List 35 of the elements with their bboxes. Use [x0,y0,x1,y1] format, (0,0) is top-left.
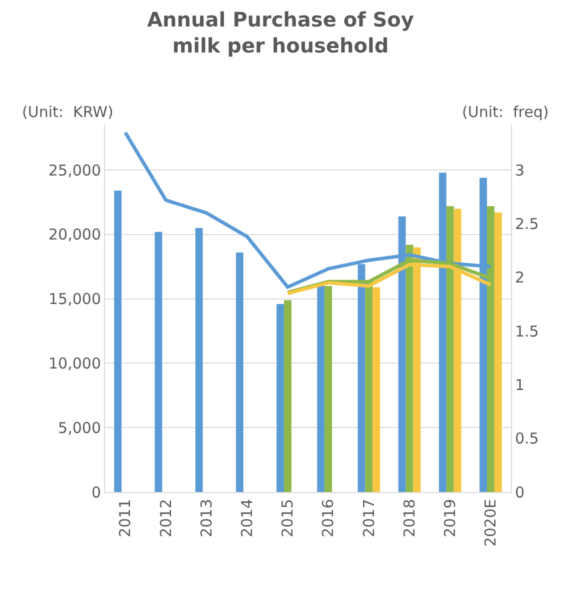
x-tick-label: 2012 [156,499,175,538]
bar [114,190,122,492]
y2-tick-label: 3 [515,161,525,180]
x-tick-label: 2018 [400,499,418,538]
y-tick-label: 15,000 [48,290,101,308]
y-tick-label: 20,000 [48,226,101,244]
y2-tick-label: 2.5 [515,214,539,233]
bar [276,304,284,492]
x-tick-label: 2013 [197,499,216,538]
bar [317,286,325,492]
bar [195,228,203,492]
x-tick-label: 2011 [116,499,134,538]
x-tick-label: 2017 [360,499,378,538]
bar [494,212,502,492]
y-tick-label: 10,000 [48,354,101,372]
x-tick-label: 2016 [319,499,338,538]
y2-tick-label: 1.5 [515,322,539,340]
y2-tick-label: 0.5 [515,430,539,448]
y2-tick-label: 0 [515,483,525,502]
y2-tick-label: 1 [515,376,525,394]
x-tick-label: 2019 [440,499,459,538]
y-axis-title: (Unit: KRW) [22,103,114,121]
y-tick-label: 25,000 [48,161,101,180]
bar [236,252,244,492]
x-tick-label: 2014 [238,499,256,538]
y2-axis-title: (Unit: freq) [462,103,549,121]
bar [284,300,292,492]
bar [154,232,162,492]
y-tick-label: 5,000 [58,418,101,437]
y2-tick-label: 2 [515,268,525,287]
x-tick-label: 2015 [278,499,297,538]
x-tick-label: 2020E [482,499,500,547]
y-tick-label: 0 [91,483,101,502]
chart-title: Annual Purchase of Soy milk per household [147,8,414,58]
bar [324,286,332,492]
